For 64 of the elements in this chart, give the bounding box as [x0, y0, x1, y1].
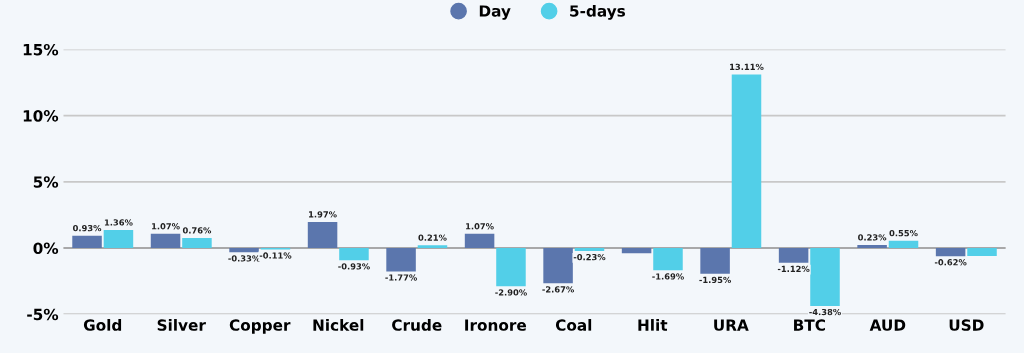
bar [417, 245, 448, 248]
data-label: -1.12% [777, 265, 810, 273]
bar [888, 240, 919, 248]
data-label: -2.90% [495, 289, 527, 296]
data-label: 1.36% [104, 219, 133, 226]
data-label: -0.33% [228, 255, 260, 262]
legend-label: 5-days [570, 4, 626, 20]
data-label: -0.93% [338, 263, 370, 270]
x-tick-label: Crude [392, 319, 442, 331]
data-label: -0.23% [573, 253, 606, 261]
bar [229, 247, 259, 253]
x-tick-label: AUD [869, 319, 906, 331]
bar [935, 247, 966, 257]
data-label: -0.11% [259, 252, 292, 259]
bar [967, 247, 997, 256]
x-tick-label: Nickel [313, 319, 364, 331]
bar [103, 229, 134, 248]
x-tick-label: Coal [555, 319, 592, 331]
y-tick-label: 0% [33, 242, 59, 254]
data-label: 0.76% [182, 227, 212, 234]
bar [72, 235, 102, 248]
x-tick-label: Ironore [465, 319, 527, 331]
data-label: -1.77% [385, 274, 417, 281]
bar [386, 247, 416, 272]
data-label: 0.23% [858, 234, 887, 241]
bar [810, 247, 840, 306]
bar [496, 247, 526, 287]
data-label: -0.62% [934, 259, 967, 266]
y-tick-label: 15% [23, 43, 59, 56]
data-label: -1.95% [699, 276, 732, 284]
bar [182, 237, 212, 248]
bar [307, 221, 338, 248]
bar [731, 74, 762, 248]
x-tick-label: Gold [83, 319, 122, 331]
data-label: 13.11% [730, 63, 764, 71]
bar [700, 247, 730, 274]
data-label: 1.97% [309, 211, 337, 218]
bar [339, 247, 369, 261]
data-label: 0.55% [889, 230, 918, 237]
data-label: 1.07% [466, 223, 494, 230]
x-tick-label: Silver [157, 319, 206, 331]
x-tick-label: Copper [229, 319, 291, 334]
y-tick-label: 5% [33, 176, 59, 188]
data-label: 0.93% [72, 224, 102, 232]
bar [857, 244, 887, 248]
bar [621, 247, 652, 254]
bar [464, 233, 495, 248]
legend-label: Day [479, 5, 511, 20]
data-label: 1.07% [152, 223, 180, 230]
data-label: -1.69% [652, 273, 684, 280]
bar [150, 233, 181, 248]
x-tick-label: BTC [794, 319, 825, 331]
data-label: -2.67% [542, 286, 574, 293]
data-label: -4.38% [809, 308, 841, 316]
x-tick-label: Hlit [638, 319, 668, 331]
data-label: 0.21% [418, 234, 447, 241]
bar [574, 247, 605, 252]
y-tick-label: -5% [27, 308, 59, 321]
y-tick-label: 10% [23, 110, 59, 122]
bar [653, 247, 683, 271]
x-tick-label: URA [714, 319, 749, 331]
bar [543, 247, 573, 284]
x-tick-label: USD [949, 319, 984, 331]
bar [778, 247, 809, 263]
